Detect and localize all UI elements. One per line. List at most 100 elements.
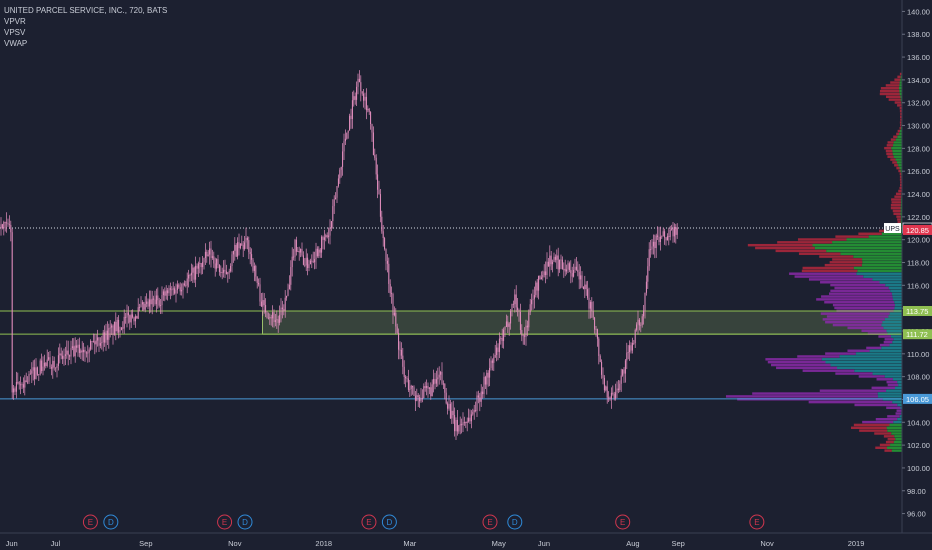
- candle-body: [396, 326, 398, 333]
- profile-bar-up: [899, 92, 902, 96]
- profile-bar-down: [897, 104, 902, 107]
- profile-bar-up: [889, 423, 902, 427]
- profile-bar-up: [900, 201, 902, 204]
- candle-body: [1, 224, 3, 229]
- profile-bar-up: [884, 318, 902, 321]
- profile-bar-up: [892, 340, 902, 344]
- x-tick-label: May: [492, 539, 506, 548]
- candle-body: [224, 269, 226, 272]
- candle-body: [524, 335, 526, 337]
- candle-body: [662, 231, 664, 237]
- candle-body: [421, 397, 423, 399]
- profile-bar-down: [826, 315, 889, 318]
- candle-body: [402, 355, 404, 367]
- profile-bar-down: [775, 249, 827, 253]
- candle-body: [129, 315, 131, 323]
- candle-body: [445, 392, 447, 404]
- candle-body: [18, 382, 20, 385]
- candle-body: [43, 362, 45, 367]
- candle-body: [113, 322, 115, 335]
- profile-bar-down: [802, 266, 854, 270]
- level-tag-text: 113.75: [906, 307, 928, 316]
- candle-body: [139, 307, 141, 308]
- candle-body: [244, 242, 246, 250]
- candle-body: [332, 206, 334, 222]
- candle-body: [242, 245, 244, 250]
- level-tag-text: 106.05: [906, 395, 929, 404]
- indicator-vwap[interactable]: VWAP: [4, 39, 28, 48]
- candle-body: [78, 344, 80, 353]
- candle-body: [603, 377, 605, 391]
- y-tick-label: 118.00: [907, 259, 929, 268]
- level-tag-bg: [903, 224, 932, 235]
- indicator-vpvr[interactable]: VPVR: [4, 17, 26, 26]
- symbol-title[interactable]: UNITED PARCEL SERVICE, INC., 720, BATS: [4, 6, 168, 15]
- event-marker-label: D: [108, 518, 114, 527]
- candle-body: [288, 284, 290, 290]
- profile-bar-down: [798, 252, 841, 255]
- profile-bar-up: [894, 435, 902, 438]
- profile-bar-down: [834, 286, 889, 290]
- candle-body: [452, 410, 454, 416]
- candle-body: [112, 325, 114, 335]
- profile-bar-up: [892, 298, 902, 301]
- candle-body: [200, 263, 202, 268]
- candle-body: [493, 357, 495, 363]
- level-tag-bg: [903, 329, 932, 340]
- indicator-vpsv[interactable]: VPSV: [4, 28, 26, 37]
- candle-body: [651, 246, 653, 250]
- event-marker-label: D: [242, 518, 248, 527]
- ups-tag-bg: [884, 223, 901, 234]
- candle-body: [81, 350, 83, 353]
- candle-body: [608, 397, 610, 399]
- candle-body: [48, 357, 50, 360]
- candle-body: [176, 284, 178, 291]
- candle-body: [190, 272, 192, 276]
- profile-bar-down: [808, 400, 893, 404]
- candle-body: [102, 332, 104, 343]
- candle-body: [195, 265, 197, 280]
- profile-bar-down: [893, 212, 901, 216]
- candle-body: [354, 96, 356, 100]
- profile-bar-down: [862, 420, 894, 424]
- candle-body: [235, 244, 237, 257]
- profile-bar-down: [832, 258, 863, 261]
- profile-bar-up: [863, 275, 902, 278]
- candle-body: [529, 304, 531, 313]
- profile-bar-down: [885, 84, 900, 87]
- candle-body: [246, 237, 248, 241]
- event-marker-label: D: [512, 518, 518, 527]
- candle-body: [228, 271, 230, 273]
- candle-body: [414, 395, 416, 401]
- y-tick-label: 132.00: [907, 99, 930, 108]
- candle-body: [626, 352, 628, 361]
- candle-body: [356, 86, 358, 100]
- profile-bar-down: [886, 380, 898, 384]
- candle-body: [434, 378, 436, 384]
- candle-body: [106, 330, 108, 340]
- profile-bar-down: [890, 204, 901, 207]
- candle-body: [630, 345, 632, 351]
- x-tick-label: Sep: [671, 539, 684, 548]
- profile-bar-up: [890, 443, 902, 447]
- candle-body: [92, 341, 94, 343]
- candle-body: [265, 305, 267, 313]
- candle-body: [510, 310, 512, 324]
- profile-bar-down: [899, 109, 902, 113]
- candle-body: [147, 301, 149, 307]
- candle-body: [448, 403, 450, 409]
- candle-body: [505, 321, 507, 327]
- candle-body: [350, 115, 352, 119]
- profile-bar-up: [893, 338, 902, 341]
- candle-body: [293, 256, 295, 258]
- candle-body: [49, 357, 51, 368]
- candle-body: [364, 96, 366, 101]
- candle-body: [232, 250, 234, 255]
- candle-body: [116, 319, 118, 332]
- candle-body: [28, 374, 30, 382]
- profile-bar-up: [889, 312, 902, 315]
- candle-body: [20, 384, 22, 386]
